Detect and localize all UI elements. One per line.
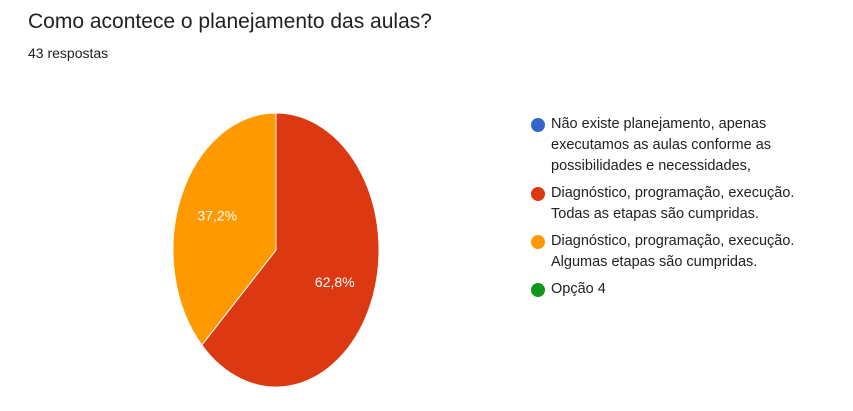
legend-item-3: Opção 4 — [531, 279, 831, 300]
response-count: 43 respostas — [28, 45, 109, 61]
legend-label: Não existe planejamento, apenas executam… — [551, 116, 772, 174]
legend-item-1: Diagnóstico, programação, execução. Toda… — [531, 183, 831, 225]
chart-title: Como acontece o planejamento das aulas? — [28, 10, 432, 33]
legend-label: Diagnóstico, programação, execução. Algu… — [551, 233, 795, 270]
legend-item-2: Diagnóstico, programação, execução. Algu… — [531, 231, 831, 273]
legend-color-dot-icon — [531, 235, 545, 249]
legend-item-0: Não existe planejamento, apenas executam… — [531, 114, 831, 177]
legend-label: Diagnóstico, programação, execução. Toda… — [551, 185, 795, 222]
slice-value-label-1: 62,8% — [315, 274, 355, 290]
pie-slice-1 — [201, 112, 380, 388]
chart-legend: Não existe planejamento, apenas executam… — [531, 114, 831, 306]
legend-color-dot-icon — [531, 283, 545, 297]
legend-color-dot-icon — [531, 118, 545, 132]
pie-slice-2 — [172, 112, 277, 346]
legend-color-dot-icon — [531, 187, 545, 201]
legend-label: Opção 4 — [551, 281, 606, 297]
slice-value-label-2: 37,2% — [197, 207, 237, 223]
